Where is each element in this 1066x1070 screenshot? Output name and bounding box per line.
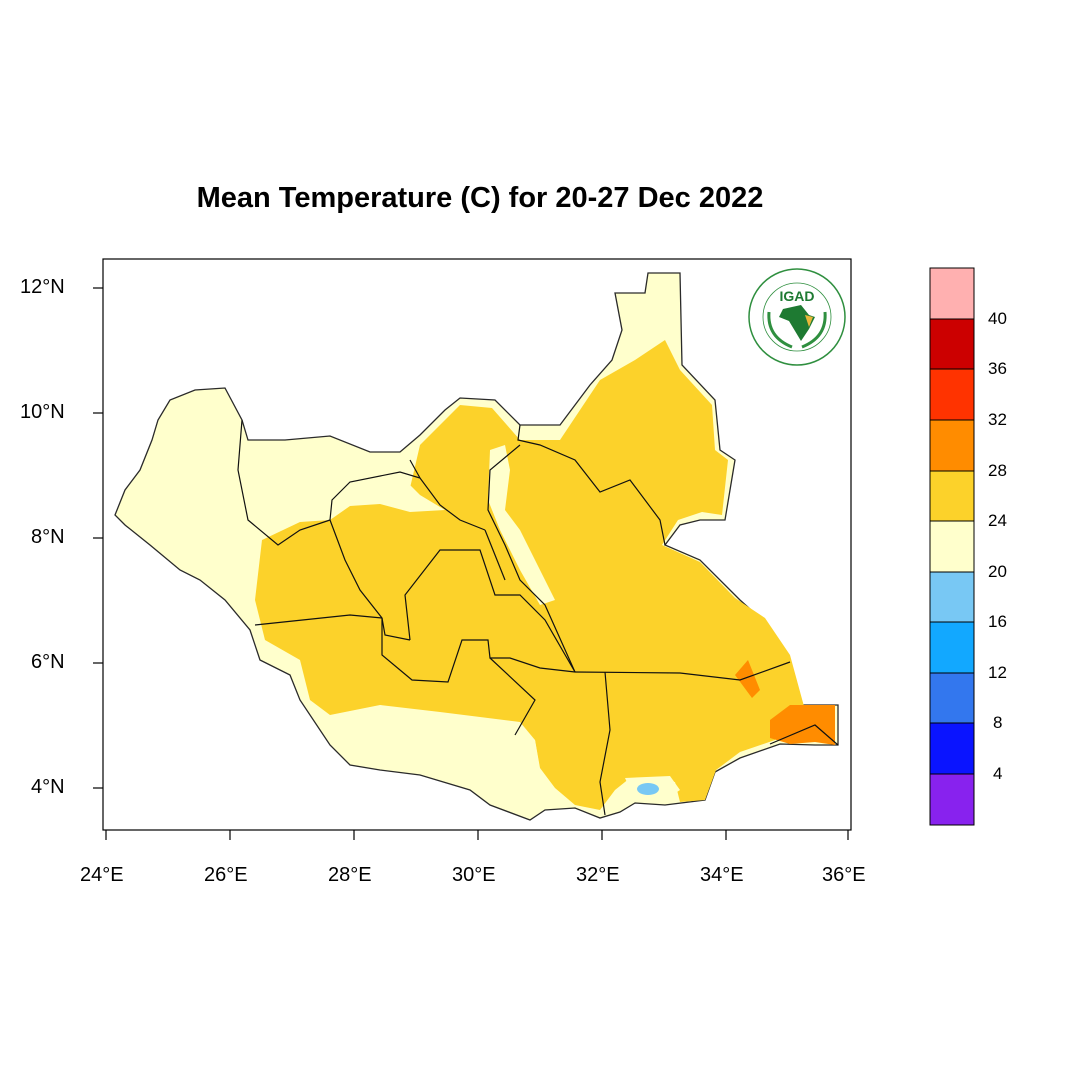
colorbar-bin	[929, 368, 975, 421]
x-tick-label: 34°E	[700, 864, 744, 886]
cool-patch-northwest	[330, 472, 445, 520]
plot-frame	[102, 258, 852, 831]
colorbar-bin	[929, 470, 975, 522]
y-tick-label: 8°N	[31, 526, 65, 548]
colorbar-label: 16	[988, 612, 1007, 631]
colorbar-label: 20	[988, 562, 1007, 581]
hot-zone	[770, 705, 835, 745]
colorbar-bin	[929, 419, 975, 472]
laurel-icon	[767, 311, 827, 349]
y-tick-label: 6°N	[31, 651, 65, 673]
y-tick-label: 4°N	[31, 776, 65, 798]
logo-text: IGAD	[780, 288, 815, 304]
axis-ticks	[93, 287, 849, 840]
y-tick-label: 12°N	[20, 276, 65, 298]
colorbar-label: 4	[993, 764, 1003, 783]
state-boundaries	[237, 419, 839, 816]
x-tick-label: 28°E	[328, 864, 372, 886]
x-tick-label: 24°E	[80, 864, 124, 886]
map-title: Mean Temperature (C) for 20-27 Dec 2022	[196, 182, 764, 214]
colorbar-label: 28	[988, 461, 1007, 480]
colorbar-label: 36	[988, 359, 1007, 378]
colorbar	[929, 267, 975, 826]
x-tick-label: 26°E	[204, 864, 248, 886]
colorbar-bin	[929, 318, 975, 370]
y-tick-label: 10°N	[20, 401, 65, 423]
cool-patch-center	[488, 445, 555, 605]
hot-spot	[735, 660, 760, 698]
colorbar-label: 12	[988, 663, 1007, 682]
colorbar-bin	[929, 267, 975, 320]
colorbar-bin	[929, 672, 975, 724]
colorbar-label: 8	[993, 713, 1003, 732]
x-tick-label: 30°E	[452, 864, 496, 886]
colorbar-bin	[929, 571, 975, 623]
colorbar-bin	[929, 520, 975, 573]
colorbar-label: 24	[988, 511, 1007, 530]
colorbar-label: 32	[988, 410, 1007, 429]
x-tick-label: 32°E	[576, 864, 620, 886]
colorbar-bin	[929, 621, 975, 674]
mild-cold-patch	[637, 783, 659, 795]
igad-logo: IGAD	[748, 268, 846, 366]
cool-patch-south	[350, 705, 550, 815]
x-tick-label: 36°E	[822, 864, 866, 886]
colorbar-bin	[929, 722, 975, 775]
colorbar-bin	[929, 773, 975, 826]
colorbar-label: 40	[988, 309, 1007, 328]
africa-icon	[779, 305, 815, 341]
